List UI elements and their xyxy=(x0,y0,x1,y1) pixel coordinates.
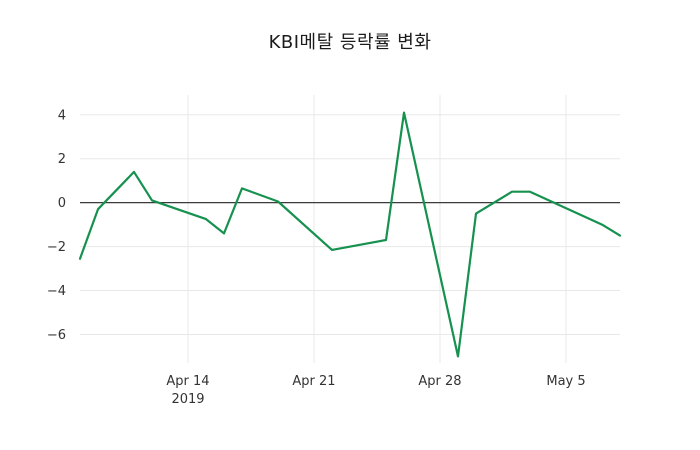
x-tick-sublabel: 2019 xyxy=(171,392,204,407)
y-tick-label: 0 xyxy=(58,196,66,211)
y-tick-label: −4 xyxy=(47,284,66,299)
x-tick-label: Apr 14 xyxy=(166,374,209,389)
series-line xyxy=(78,111,622,358)
chart-title: KBI메탈 등락률 변화 xyxy=(268,32,432,53)
y-tick-label: −6 xyxy=(47,328,66,343)
y-tick-label: 4 xyxy=(58,108,66,123)
x-tick-label: May 5 xyxy=(546,374,585,389)
x-tick-label: Apr 28 xyxy=(418,374,461,389)
y-tick-label: 2 xyxy=(58,152,66,167)
x-tick-label: Apr 21 xyxy=(292,374,335,389)
y-tick-label: −2 xyxy=(47,240,66,255)
